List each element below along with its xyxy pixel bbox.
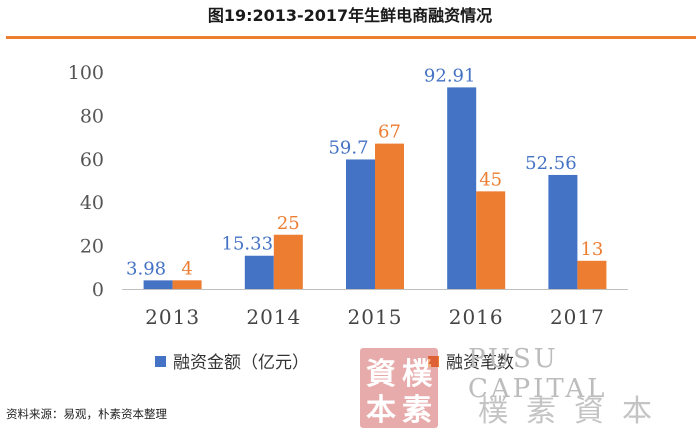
bar-count bbox=[172, 280, 202, 289]
legend-swatch bbox=[428, 356, 439, 367]
bar-count bbox=[577, 260, 607, 289]
legend-label: 融资金额（亿元） bbox=[173, 353, 309, 373]
legend-swatch bbox=[155, 356, 166, 367]
data-label-count: 67 bbox=[378, 122, 401, 143]
x-tick-label: 2016 bbox=[449, 305, 504, 329]
seal-character: 素 bbox=[402, 393, 432, 428]
pusu-seal-logo: 資 樸 本 素 bbox=[360, 348, 438, 428]
legend-label: 融资笔数 bbox=[446, 353, 514, 373]
watermark-chinese: 樸素資本 bbox=[478, 394, 670, 429]
seal-character: 資 bbox=[366, 357, 396, 392]
bar-amount bbox=[244, 255, 274, 289]
seal-character: 本 bbox=[366, 393, 396, 428]
title-divider bbox=[6, 36, 696, 39]
chart-title: 图19:2013-2017年生鲜电商融资情况 bbox=[207, 6, 493, 25]
data-label-count: 45 bbox=[479, 169, 502, 190]
bar-amount bbox=[346, 159, 375, 289]
data-label-amount: 59.7 bbox=[328, 137, 368, 158]
source-note: 资料来源：易观，朴素资本整理 bbox=[6, 407, 167, 421]
data-label-count: 4 bbox=[181, 258, 192, 279]
bar-count bbox=[476, 191, 506, 289]
bar-group: 59.7 67 bbox=[328, 122, 404, 289]
y-tick-label: 80 bbox=[80, 105, 104, 127]
data-label-count: 25 bbox=[277, 213, 300, 234]
data-label-count: 13 bbox=[580, 239, 603, 260]
bar-count bbox=[375, 143, 404, 289]
y-axis-tick-labels: 0 20 40 60 80 100 bbox=[68, 62, 104, 301]
y-tick-label: 40 bbox=[80, 192, 104, 214]
x-tick-label: 2017 bbox=[550, 305, 605, 329]
y-tick-label: 20 bbox=[80, 236, 104, 258]
x-tick-label: 2014 bbox=[246, 305, 301, 329]
data-label-amount: 92.91 bbox=[424, 65, 476, 86]
bar-amount bbox=[548, 174, 578, 289]
legend-item: 融资笔数 bbox=[428, 353, 514, 373]
data-label-amount: 52.56 bbox=[525, 153, 577, 174]
legend: 融资金额（亿元） 融资笔数 bbox=[155, 353, 514, 373]
data-label-amount: 3.98 bbox=[126, 258, 166, 279]
bar-amount bbox=[447, 87, 477, 289]
x-tick-label: 2013 bbox=[145, 305, 200, 329]
watermark-english: PUSU CAPITAL bbox=[468, 344, 608, 404]
y-tick-label: 0 bbox=[92, 279, 104, 301]
y-tick-label: 60 bbox=[80, 149, 104, 171]
x-axis-tick-labels: 2013 2014 2015 2016 2017 bbox=[145, 305, 605, 329]
bar-group: 52.56 13 bbox=[525, 153, 607, 289]
data-label-amount: 15.33 bbox=[222, 234, 274, 255]
bar-amount bbox=[143, 280, 173, 289]
y-tick-label: 100 bbox=[68, 62, 104, 84]
seal-character: 樸 bbox=[402, 357, 433, 392]
bar-count bbox=[273, 234, 303, 289]
bar-group: 92.91 45 bbox=[424, 65, 506, 289]
bar-group: 3.98 4 bbox=[126, 258, 202, 289]
x-tick-label: 2015 bbox=[348, 305, 403, 329]
legend-item: 融资金额（亿元） bbox=[155, 353, 309, 373]
